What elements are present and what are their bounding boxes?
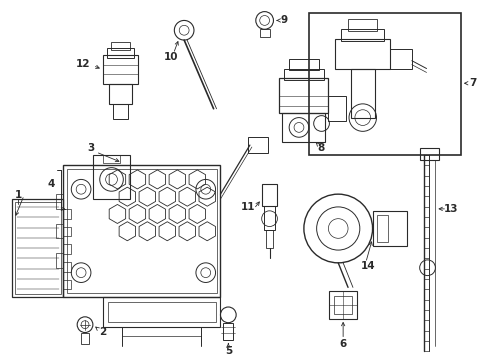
Bar (109, 84, 132, 104)
Bar (63, 209, 72, 219)
Bar (334, 296, 352, 314)
Bar (103, 155, 121, 163)
Bar (266, 230, 273, 248)
Bar (341, 29, 384, 41)
Bar (107, 48, 134, 58)
Bar (264, 206, 275, 230)
Bar (55, 224, 63, 238)
Text: 14: 14 (360, 261, 375, 271)
Bar (63, 226, 72, 237)
Text: 7: 7 (469, 78, 476, 88)
Bar (329, 291, 357, 319)
Bar (309, 13, 461, 155)
Text: 13: 13 (444, 204, 458, 214)
Text: 9: 9 (281, 15, 288, 26)
Bar (279, 78, 328, 113)
Text: 12: 12 (76, 59, 90, 69)
Bar (55, 194, 63, 209)
Text: 6: 6 (340, 339, 347, 349)
Bar (81, 333, 89, 344)
Bar (63, 279, 72, 289)
Bar (15, 202, 60, 294)
Bar (108, 302, 216, 322)
Text: 4: 4 (47, 179, 54, 189)
Bar (223, 323, 233, 340)
Text: 5: 5 (225, 346, 232, 356)
Bar (103, 55, 138, 84)
Bar (262, 184, 277, 206)
Bar (390, 49, 412, 68)
Bar (376, 215, 388, 242)
Bar (103, 297, 220, 327)
Bar (248, 137, 268, 153)
Text: 11: 11 (241, 202, 255, 212)
Bar (113, 104, 128, 118)
Bar (335, 39, 390, 68)
Bar (67, 168, 217, 293)
Text: 8: 8 (317, 143, 324, 153)
Bar (55, 253, 63, 268)
Bar (93, 155, 130, 199)
Bar (111, 42, 130, 50)
Bar (260, 29, 270, 37)
Text: 1: 1 (15, 190, 22, 200)
Bar (12, 199, 63, 297)
Bar (63, 244, 72, 254)
Bar (63, 165, 220, 297)
Bar (348, 19, 377, 31)
Bar (419, 148, 440, 160)
Text: 10: 10 (164, 52, 179, 62)
Bar (289, 59, 318, 71)
Bar (372, 211, 407, 246)
Text: 2: 2 (99, 327, 106, 337)
Bar (284, 68, 323, 80)
Bar (328, 96, 346, 121)
Bar (63, 262, 72, 272)
Bar (282, 113, 325, 142)
Bar (351, 68, 374, 118)
Text: 3: 3 (87, 143, 95, 153)
